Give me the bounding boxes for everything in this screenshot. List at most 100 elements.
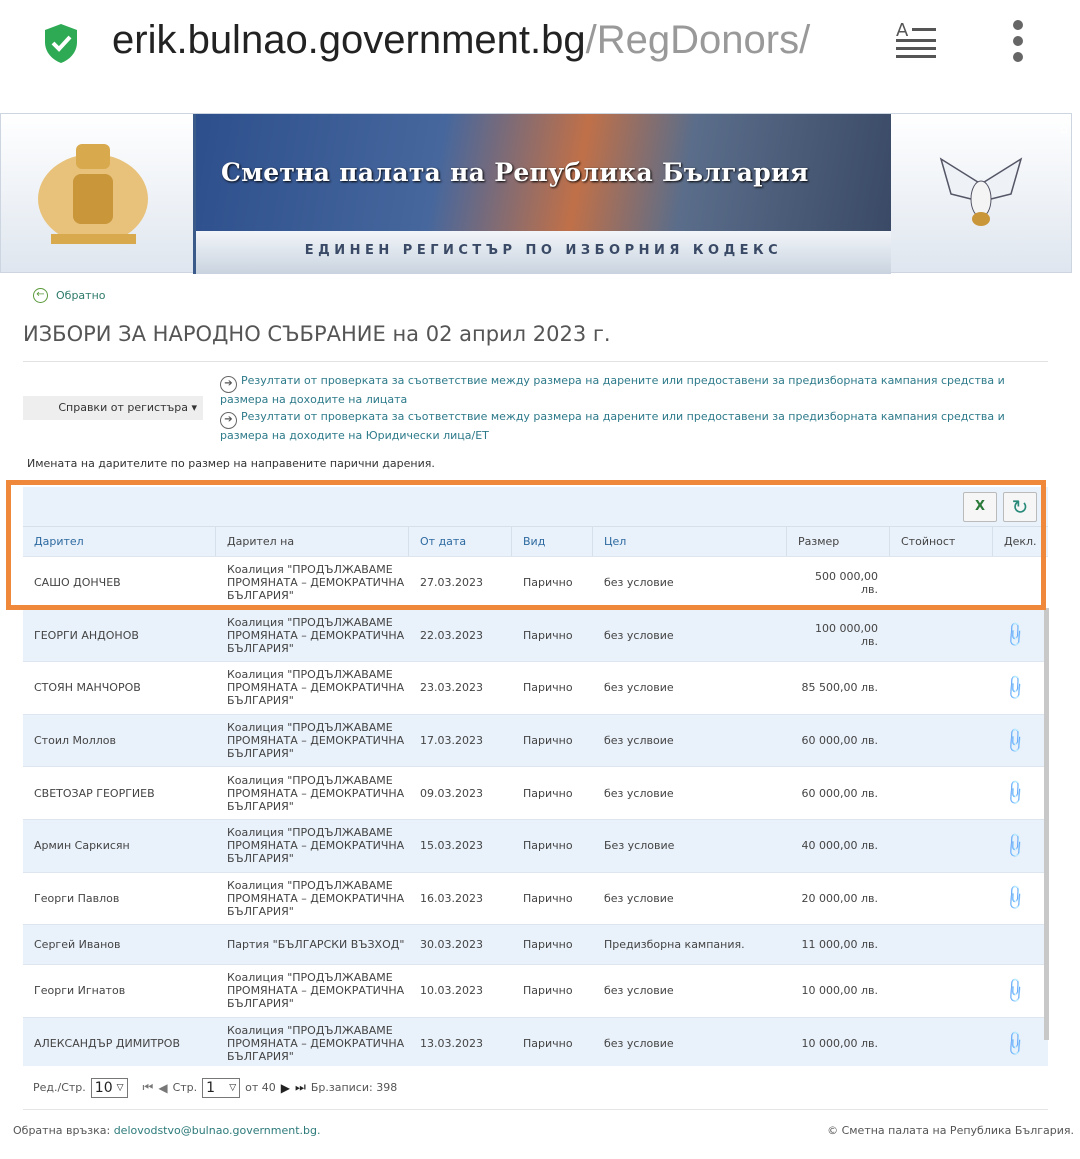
table-row[interactable]: АЛЕКСАНДЪР ДИМИТРОВ Коалиция "ПРОДЪЛЖАВАМ… [23, 1017, 1048, 1071]
browser-address-bar: erik.bulnao.government.bg/RegDonors/ A [0, 0, 1080, 110]
page-value: 1 [206, 1079, 216, 1096]
paperclip-icon[interactable]: 📎 [1000, 620, 1030, 650]
date-cell: 30.03.2023 [420, 938, 483, 952]
recipient-cell: Коалиция "ПРОДЪЛЖАВАМЕ ПРОМЯНАТА – ДЕМОК… [227, 971, 405, 1011]
recipient-cell: Коалиция "ПРОДЪЛЖАВАМЕ ПРОМЯНАТА – ДЕМОК… [227, 878, 405, 918]
donations-table: X ↻ Дарител Дарител на От дата Вид Цел Р… [23, 487, 1048, 1071]
highlight-annotation-box [6, 480, 1046, 610]
date-cell: 13.03.2023 [420, 1037, 483, 1051]
last-page-icon[interactable]: ⏭ [295, 1080, 306, 1094]
banner-subtitle: ЕДИНЕН РЕГИСТЪР ПО ИЗБОРНИЯ КОДЕКС [193, 231, 891, 274]
url-field[interactable]: erik.bulnao.government.bg/RegDonors/ [112, 18, 810, 63]
paperclip-icon[interactable]: 📎 [1000, 726, 1030, 756]
arrow-right-icon: ➔ [220, 376, 237, 393]
url-host: erik.bulnao.government.bg [112, 18, 586, 62]
prev-page-icon[interactable]: ◀ [158, 1080, 168, 1095]
paperclip-icon[interactable]: 📎 [1000, 673, 1030, 703]
purpose-cell: без условие [604, 681, 674, 695]
pagination-bar: Ред./Стр. 10 ▽ ⏮ ◀ Стр. 1 ▽ от 40 ▶ ⏭ Бр.з… [23, 1066, 1048, 1110]
recipient-cell: Коалиция "ПРОДЪЛЖАВАМЕ ПРОМЯНАТА – ДЕМОК… [227, 668, 405, 708]
home-icon[interactable]: ⌂ [1060, 122, 1068, 136]
donor-cell: Георги Игнатов [34, 984, 126, 998]
amount-cell: 100 000,00 лв. [815, 622, 878, 649]
column-header-declaration[interactable]: Декл. [1004, 535, 1037, 548]
report-link-legal-entities[interactable]: ➔ Резултати от проверката за съответствие… [220, 410, 1040, 443]
refresh-button[interactable]: ↻ [1003, 492, 1037, 522]
table-row[interactable]: Георги Павлов Коалиция "ПРОДЪЛЖАВАМЕ ПРОМ… [23, 872, 1048, 926]
donor-cell: Георги Павлов [34, 891, 120, 905]
column-header-type[interactable]: Вид [512, 527, 593, 556]
shield-check-icon [45, 24, 77, 63]
table-row[interactable]: СВЕТОЗАР ГЕОРГИЕВ Коалиция "ПРОДЪЛЖАВАМЕ … [23, 767, 1048, 820]
paperclip-icon[interactable]: 📎 [1000, 976, 1030, 1006]
paperclip-icon[interactable]: 📎 [1000, 1028, 1030, 1059]
table-row[interactable]: Георги Игнатов Коалиция "ПРОДЪЛЖАВАМЕ ПРО… [23, 965, 1048, 1018]
table-scrollbar[interactable] [1044, 608, 1049, 1040]
donor-cell: САШО ДОНЧЕВ [34, 576, 121, 590]
amount-cell: 10 000,00 лв. [801, 1037, 879, 1051]
next-page-icon[interactable]: ▶ [280, 1080, 291, 1095]
recipient-cell: Коалиция "ПРОДЪЛЖАВАМЕ ПРОМЯНАТА – ДЕМОК… [227, 826, 405, 866]
amount-cell: 500 000,00 лв. [815, 569, 878, 596]
purpose-cell: без условие [604, 984, 674, 998]
column-header-amount[interactable]: Размер [787, 527, 890, 556]
date-cell: 10.03.2023 [420, 984, 483, 998]
report-link-label: Резултати от проверката за съответствие … [220, 410, 1005, 442]
first-page-icon[interactable]: ⏮ [142, 1080, 154, 1094]
report-link-individuals[interactable]: ➔ Резултати от проверката за съответствие… [220, 374, 1040, 407]
feedback-email-link[interactable]: delovodstvo@bulnao.government.bg. [113, 1124, 321, 1137]
recipient-cell: Партия "БЪЛГАРСКИ ВЪЗХОД" [227, 938, 405, 952]
column-header-value[interactable]: Стойност [890, 527, 993, 556]
column-header-donor[interactable]: Дарител [23, 527, 216, 556]
purpose-cell: без условие [604, 1037, 674, 1051]
feedback-label: Обратна връзка: [13, 1124, 111, 1137]
table-row[interactable]: Стоил Моллов Коалиция "ПРОДЪЛЖАВАМЕ ПРОМЯ… [23, 714, 1048, 768]
paperclip-icon[interactable]: 📎 [1000, 778, 1030, 808]
arrow-right-icon: ➔ [220, 412, 237, 429]
table-header: Дарител Дарител на От дата Вид Цел Разме… [23, 527, 1048, 557]
table-caption: Имената на дарителите по размер на напра… [27, 457, 435, 470]
export-excel-button[interactable]: X [963, 492, 997, 522]
back-label: Обратно [56, 289, 106, 302]
recipient-cell: Коалиция "ПРОДЪЛЖАВАМЕ ПРОМЯНАТА – ДЕМОК… [227, 773, 405, 813]
purpose-cell: без условие [604, 628, 674, 642]
donor-cell: Стоил Моллов [34, 734, 116, 748]
record-count: Бр.записи: 398 [310, 1081, 398, 1094]
table-row[interactable]: ГЕОРГИ АНДОНОВ Коалиция "ПРОДЪЛЖАВАМЕ ПРО… [23, 609, 1048, 663]
reader-mode-icon[interactable]: A [894, 20, 938, 60]
amount-cell: 20 000,00 лв. [801, 891, 879, 905]
table-row[interactable]: Сергей Иванов Партия "БЪЛГАРСКИ ВЪЗХОД" 30… [23, 925, 1048, 966]
type-cell: Парично [523, 1037, 573, 1051]
footer-feedback: Обратна връзка: delovodstvo@bulnao.gover… [13, 1124, 321, 1137]
table-row[interactable]: СТОЯН МАНЧОРОВ Коалиция "ПРОДЪЛЖАВАМЕ ПРО… [23, 662, 1048, 715]
column-header-purpose[interactable]: Цел [593, 527, 787, 556]
column-header-recipient[interactable]: Дарител на [216, 527, 409, 556]
rows-per-page-select[interactable]: 10 ▽ [90, 1077, 128, 1098]
table-row[interactable]: Армин Саркисян Коалиция "ПРОДЪЛЖАВАМЕ ПРО… [23, 819, 1048, 873]
date-cell: 23.03.2023 [420, 681, 483, 695]
type-cell: Парично [523, 984, 573, 998]
date-cell: 09.03.2023 [420, 786, 483, 800]
type-cell: Парично [523, 938, 573, 952]
type-cell: Парично [523, 891, 573, 905]
coat-of-arms-logo [38, 144, 148, 244]
reports-dropdown[interactable]: Справки от регистъра ▾ [23, 396, 203, 420]
back-link[interactable]: ← Обратно [33, 288, 106, 303]
purpose-cell: без условие [604, 891, 674, 905]
amount-cell: 10 000,00 лв. [801, 984, 879, 998]
column-header-date[interactable]: От дата [409, 527, 512, 556]
purpose-cell: Предизборна кампания. [604, 938, 745, 952]
page-select[interactable]: 1 ▽ [202, 1077, 241, 1098]
donor-cell: АЛЕКСАНДЪР ДИМИТРОВ [34, 1037, 181, 1051]
date-cell: 27.03.2023 [420, 576, 483, 590]
purpose-cell: Без условие [604, 839, 675, 853]
paperclip-icon[interactable]: 📎 [1000, 831, 1030, 861]
paperclip-icon[interactable]: 📎 [1000, 883, 1030, 913]
date-cell: 17.03.2023 [420, 734, 483, 748]
type-cell: Парично [523, 839, 573, 853]
banner-title: Сметна палата на Република България [221, 158, 809, 187]
recipient-cell: Коалиция "ПРОДЪЛЖАВАМЕ ПРОМЯНАТА – ДЕМОК… [227, 563, 405, 603]
type-cell: Парично [523, 786, 573, 800]
type-cell: Парично [523, 576, 573, 590]
more-menu-icon[interactable] [1010, 20, 1026, 64]
